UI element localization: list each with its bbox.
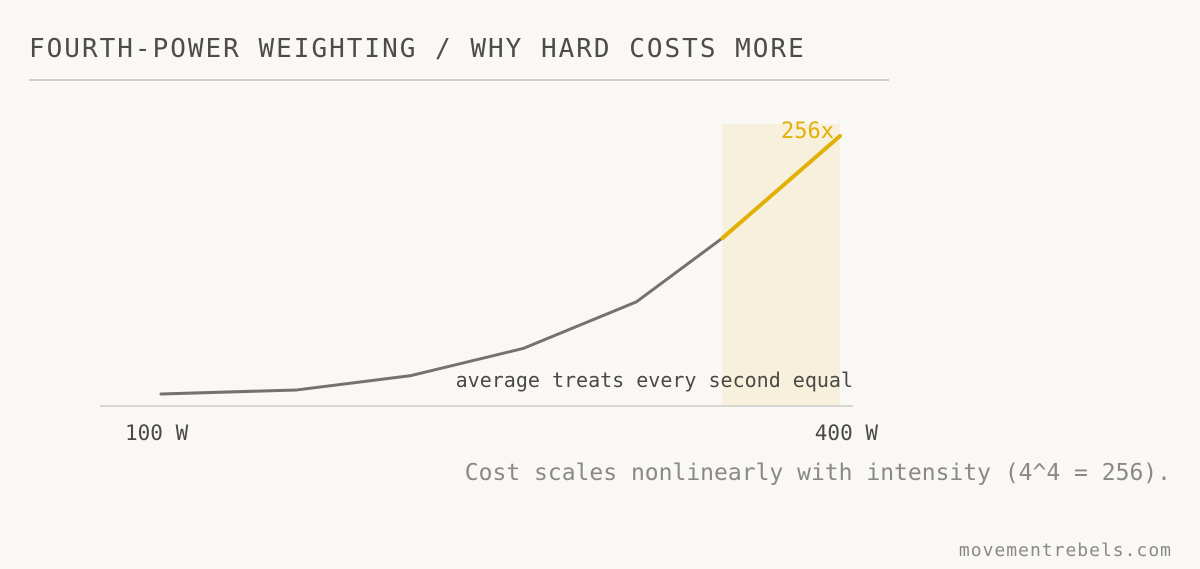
highlight-band (722, 124, 840, 406)
title-divider (29, 79, 889, 81)
series-line (159, 236, 724, 396)
x-tick-label-max: 400 W (815, 421, 879, 445)
page-title: FOURTH-POWER WEIGHTING / WHY HARD COSTS … (29, 34, 806, 64)
highlight-label: 256x (781, 119, 834, 144)
chart-annotation: average treats every second equal (456, 368, 853, 392)
site-credit: movementrebels.com (958, 540, 1172, 561)
chart-caption: Cost scales nonlinearly with intensity (… (464, 460, 1171, 486)
series-line-highlight (720, 134, 842, 241)
x-tick-label-min: 100 W (125, 421, 189, 445)
